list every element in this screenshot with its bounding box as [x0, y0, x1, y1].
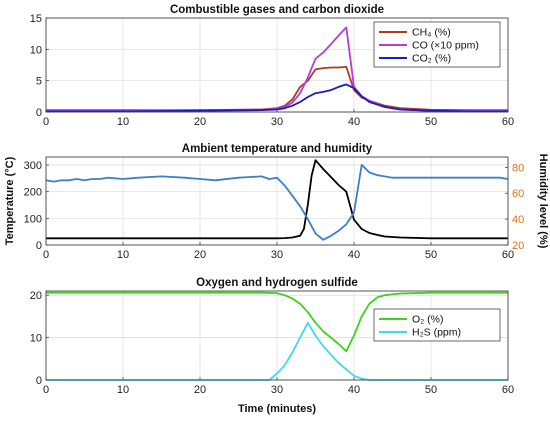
x-tick-label: 50: [425, 249, 437, 261]
subplot-2: Ambient temperature and humidity 0 10 20 30 4…: [4, 143, 549, 261]
x-tick-label: 0: [43, 384, 49, 396]
x-tick-label: 10: [117, 116, 129, 128]
y-tick-label: 0: [36, 375, 42, 387]
y-tick-label: 20: [30, 290, 42, 302]
y-tick-label: 100: [24, 213, 42, 225]
x-tick-label: 20: [194, 116, 206, 128]
x-tick-label: 0: [43, 116, 49, 128]
x-tick-label: 30: [271, 116, 283, 128]
x-tick-label: 50: [425, 116, 437, 128]
x-axis-label: Time (minutes): [238, 403, 316, 415]
legend-box: [373, 308, 501, 342]
x-tick-label: 60: [502, 116, 514, 128]
y-tick-label: 5: [36, 76, 42, 88]
subplot-title: Ambient temperature and humidity: [182, 143, 373, 155]
x-tick-label: 40: [348, 249, 360, 261]
legend-entry: H₂S (ppm): [412, 327, 461, 339]
y-right-tick-label: 80: [512, 162, 524, 174]
x-tick-label: 30: [271, 384, 283, 396]
x-tick-label: 20: [194, 249, 206, 261]
y-tick-label: 15: [30, 13, 42, 25]
legend-entry: CO (×10 ppm): [412, 40, 479, 52]
series-line-1: [46, 159, 508, 240]
y-tick-label: 10: [30, 44, 42, 56]
x-tick-label: 10: [117, 384, 129, 396]
y-tick-label: 10: [30, 333, 42, 345]
y-right-tick-label: 40: [512, 214, 524, 226]
y-tick-label: 0: [36, 107, 42, 119]
y-axis-label: Temperature (°C): [4, 156, 16, 245]
y-tick-label: 200: [24, 187, 42, 199]
x-tick-label: 40: [348, 116, 360, 128]
legend-entry: O₂ (%): [412, 314, 444, 326]
legend-entry: CH₄ (%): [412, 27, 451, 39]
x-tick-label: 10: [117, 249, 129, 261]
legend: CH₄ (%)CO (×10 ppm)CO₂ (%): [373, 21, 501, 68]
y-right-axis-label: Humidity level (%): [537, 154, 549, 249]
x-tick-label: 0: [43, 249, 49, 261]
plot-frame: [45, 290, 509, 381]
x-tick-label: 30: [271, 249, 283, 261]
legend-entry: CO₂ (%): [412, 53, 451, 65]
subplot-title: Oxygen and hydrogen sulfide: [196, 277, 358, 289]
y-right-tick-label: 60: [512, 188, 524, 200]
x-tick-label: 20: [194, 384, 206, 396]
legend: O₂ (%)H₂S (ppm): [373, 308, 501, 342]
subplot-1: Combustible gases and carbon dioxide 0 10 2…: [30, 4, 514, 128]
subplot-3: Oxygen and hydrogen sulfide 0 10 20 30 40 50 60…: [30, 277, 514, 415]
x-tick-label: 60: [502, 249, 514, 261]
y-tick-label: 0: [36, 240, 42, 252]
subplot-title: Combustible gases and carbon dioxide: [170, 4, 384, 16]
y-right-tick-label: 20: [512, 240, 524, 252]
x-tick-label: 60: [502, 384, 514, 396]
series-line-2: [45, 163, 509, 241]
plot-frame: [45, 156, 509, 246]
y-tick-label: 300: [24, 160, 42, 172]
series-line-1: [46, 291, 508, 353]
x-tick-label: 50: [425, 384, 437, 396]
series-line-3: [46, 83, 508, 113]
x-tick-label: 40: [348, 384, 360, 396]
plot-frame: [45, 17, 509, 113]
